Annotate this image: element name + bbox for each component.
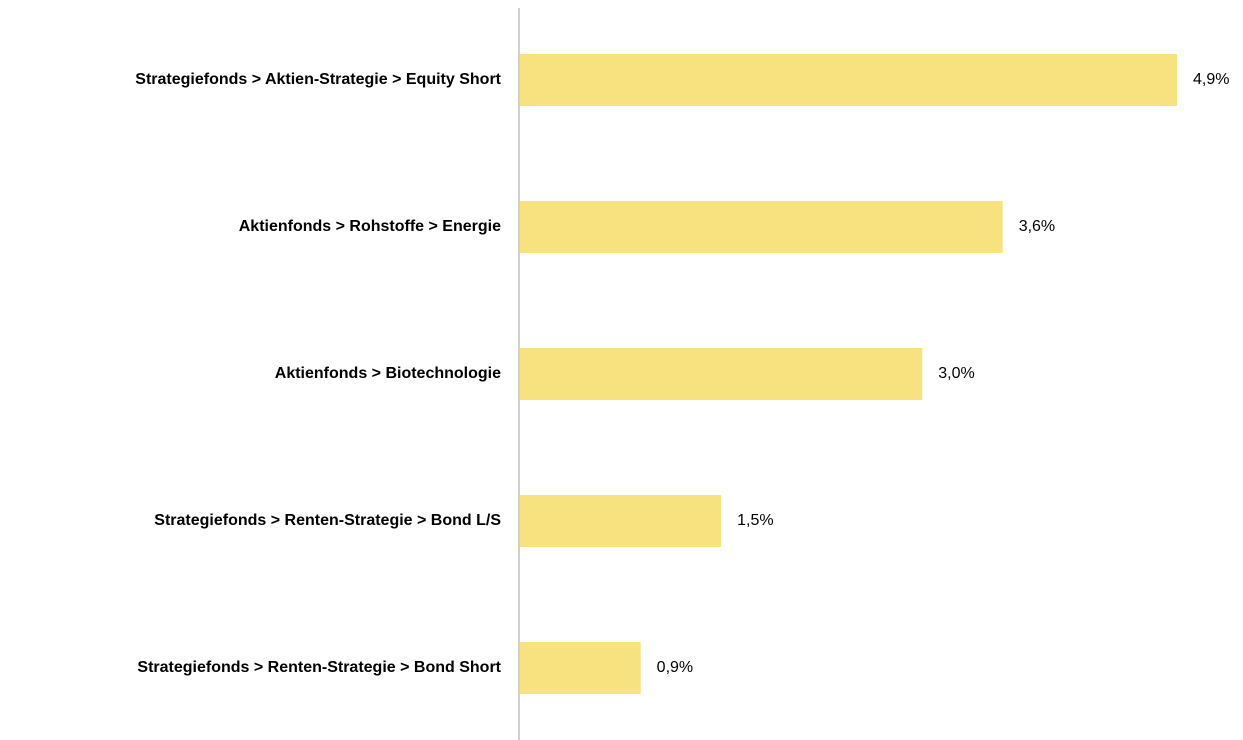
value-label: 1,5%: [737, 512, 773, 529]
category-label: Strategiefonds > Renten-Strategie > Bond…: [137, 659, 501, 676]
category-label: Strategiefonds > Renten-Strategie > Bond…: [154, 512, 501, 529]
bar: [520, 54, 1177, 106]
value-label: 4,9%: [1193, 71, 1229, 88]
category-label: Strategiefonds > Aktien-Strategie > Equi…: [135, 71, 501, 88]
category-label: Aktienfonds > Rohstoffe > Energie: [239, 218, 501, 235]
bar: [520, 201, 1003, 253]
bar: [520, 642, 641, 694]
category-label: Aktienfonds > Biotechnologie: [275, 365, 501, 382]
value-label: 0,9%: [657, 659, 693, 676]
value-label: 3,6%: [1019, 218, 1055, 235]
bar: [520, 348, 923, 400]
value-label: 3,0%: [938, 365, 974, 382]
bar: [520, 495, 722, 547]
